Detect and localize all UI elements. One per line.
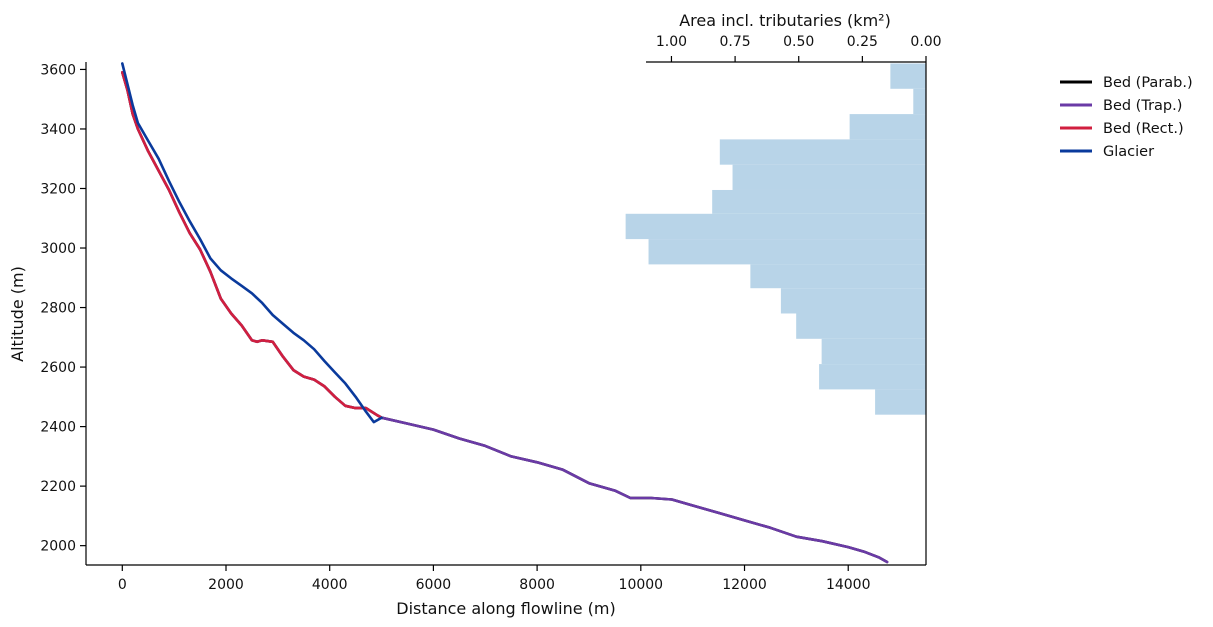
area-histogram (625, 63, 926, 415)
y-tick-label-7: 3400 (40, 122, 76, 138)
y-tick-label-4: 2800 (40, 301, 76, 317)
legend-label-1: Bed (Trap.) (1103, 98, 1182, 114)
histogram-bar-8 (712, 189, 926, 214)
x-tick-label-0: 0 (118, 577, 127, 593)
line-series-group (121, 62, 889, 564)
histogram-bar-3 (796, 313, 926, 339)
ticks: 0 2000 4000 6000 8000 10000 12000 14000 2000 2200… (40, 34, 941, 593)
legend-label-2: Bed (Rect.) (1103, 121, 1184, 137)
histogram-bar-13 (890, 63, 926, 89)
y-axis-label: Altitude (m) (8, 266, 27, 362)
top-tick-label-1: 0.75 (720, 34, 751, 50)
histogram-bar-12 (913, 88, 926, 115)
histogram-bar-4 (780, 288, 926, 314)
x-axis-label: Distance along flowline (m) (396, 599, 615, 618)
x-tick-label-7: 14000 (826, 577, 871, 593)
x-tick-label-6: 12000 (722, 577, 767, 593)
top-tick-label-0: 1.00 (656, 34, 687, 50)
x-tick-label-5: 10000 (619, 577, 664, 593)
histogram-bar-0 (875, 389, 926, 415)
legend: Bed (Parab.) Bed (Trap.) Bed (Rect.) Glacie… (1060, 75, 1193, 160)
series-line-2 (121, 71, 383, 420)
y-tick-label-1: 2200 (40, 479, 76, 495)
x-tick-label-2: 4000 (312, 577, 348, 593)
top-tick-label-2: 0.50 (783, 34, 814, 50)
series-line-3 (121, 62, 383, 424)
x-tick-label-1: 2000 (208, 577, 244, 593)
histogram-bar-5 (750, 264, 926, 289)
y-tick-label-3: 2600 (40, 360, 76, 376)
histogram-bar-11 (849, 114, 926, 140)
x-tick-label-3: 6000 (416, 577, 452, 593)
legend-label-0: Bed (Parab.) (1103, 75, 1193, 91)
histogram-bar-6 (648, 239, 926, 265)
y-tick-label-0: 2000 (40, 539, 76, 555)
top-axis-label: Area incl. tributaries (km²) (679, 11, 891, 30)
legend-label-3: Glacier (1103, 144, 1154, 160)
histogram-bar-9 (732, 164, 926, 190)
histogram-bar-2 (821, 338, 926, 365)
histogram-bar-1 (819, 364, 926, 390)
y-tick-label-8: 3600 (40, 62, 76, 78)
y-tick-label-2: 2400 (40, 420, 76, 436)
top-tick-label-3: 0.25 (847, 34, 878, 50)
top-tick-label-4: 0.00 (910, 34, 941, 50)
y-tick-label-5: 3000 (40, 241, 76, 257)
histogram-bar-7 (625, 213, 926, 240)
histogram-bar-10 (719, 139, 926, 165)
x-tick-label-4: 8000 (519, 577, 555, 593)
y-tick-label-6: 3200 (40, 181, 76, 197)
